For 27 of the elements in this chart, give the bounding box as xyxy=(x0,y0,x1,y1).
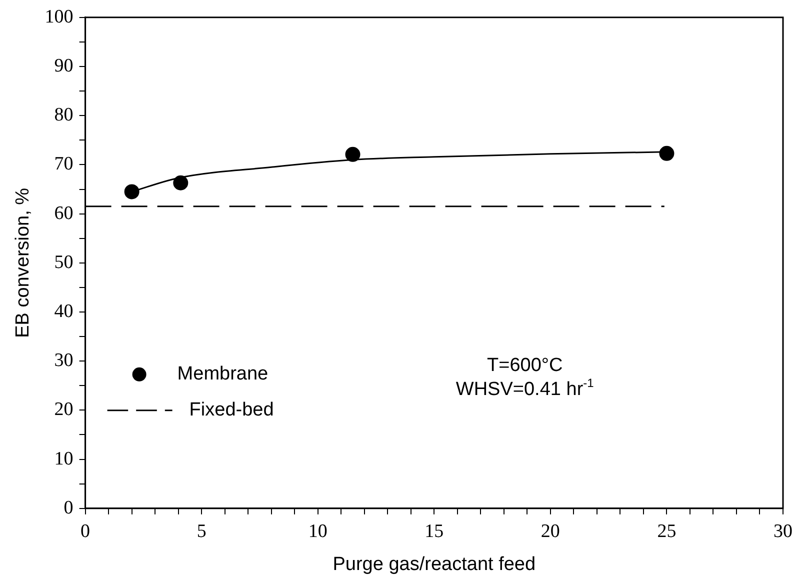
point xyxy=(124,184,140,200)
x-tick-label: 5 xyxy=(196,520,206,542)
legend-label: Membrane xyxy=(177,364,268,385)
x-tick-label: 0 xyxy=(80,520,90,542)
y-tick-label: 70 xyxy=(54,154,74,175)
x-axis-title: Purge gas/reactant feed xyxy=(332,554,536,575)
point xyxy=(173,175,188,190)
annotation: T=600°C xyxy=(486,354,563,376)
y-tick-label: 30 xyxy=(54,350,74,372)
y-axis-title: EB conversion, % xyxy=(12,188,34,338)
y-tick-label: 10 xyxy=(54,448,74,470)
y-tick-label: 40 xyxy=(54,300,74,322)
y-tick-label: 60 xyxy=(54,202,74,224)
x-tick-label: 25 xyxy=(657,520,676,542)
x-tick-label: 15 xyxy=(424,520,444,542)
legend-label: Fixed-bed xyxy=(189,400,274,421)
y-tick-label: 20 xyxy=(54,399,74,420)
y-tick-label: 50 xyxy=(54,252,74,273)
x-tick-label: 20 xyxy=(540,520,560,542)
x-tick-label: 30 xyxy=(774,520,792,542)
y-tick-label: 90 xyxy=(54,55,74,76)
y-tick-label: 80 xyxy=(54,104,74,126)
x-tick-label: 10 xyxy=(308,520,328,542)
point xyxy=(659,146,674,161)
point xyxy=(345,146,360,162)
y-tick-label: 100 xyxy=(44,6,74,28)
y-tick-label: 0 xyxy=(64,497,74,518)
